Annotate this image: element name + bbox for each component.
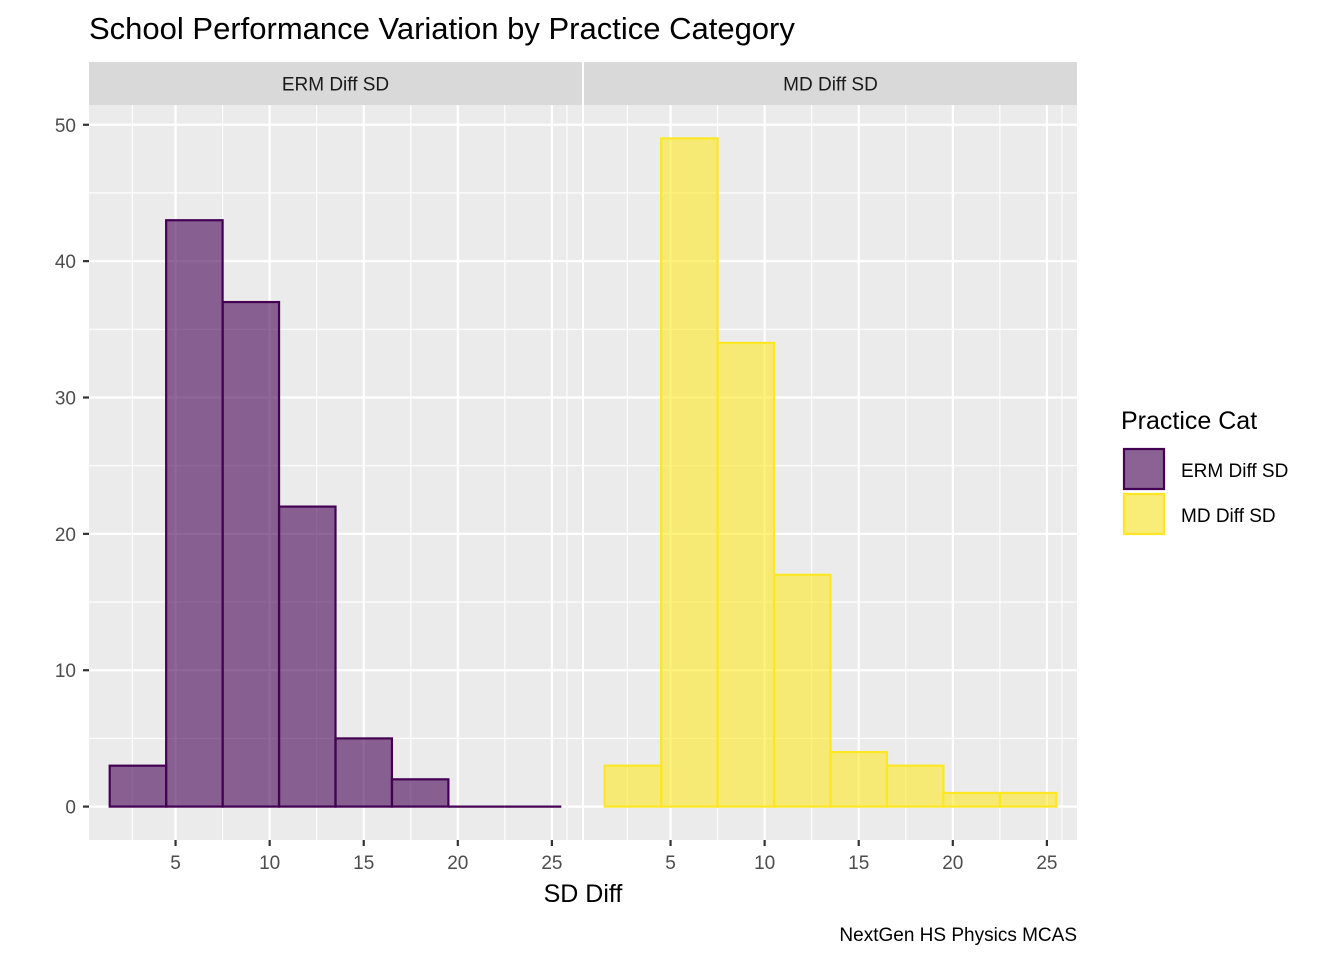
x-tick-label: 5 bbox=[170, 853, 181, 874]
facet-strip bbox=[89, 62, 582, 105]
y-tick-label: 30 bbox=[55, 389, 76, 410]
x-tick-label: 15 bbox=[848, 853, 869, 874]
x-tick-label: 20 bbox=[942, 853, 963, 874]
histogram-bar bbox=[165, 219, 224, 808]
x-tick-label: 15 bbox=[353, 853, 374, 874]
legend-title: Practice Cat bbox=[1121, 407, 1257, 435]
legend: Practice Cat ERM Diff SD MD Diff SD bbox=[1121, 407, 1288, 536]
histogram-bar bbox=[108, 764, 168, 808]
histogram-bar bbox=[660, 137, 719, 808]
histogram-bar bbox=[390, 778, 450, 808]
y-tick-label: 0 bbox=[65, 798, 76, 819]
y-tick-label: 40 bbox=[55, 252, 76, 273]
histogram-bar bbox=[221, 300, 281, 808]
facet-strip bbox=[584, 62, 1077, 105]
histogram-bar bbox=[885, 764, 945, 808]
legend-item: MD Diff SD bbox=[1122, 492, 1276, 536]
histogram-bar bbox=[829, 750, 889, 808]
x-axis-title: SD Diff bbox=[544, 880, 623, 908]
x-tick-label: 25 bbox=[1036, 853, 1057, 874]
legend-swatch bbox=[1122, 492, 1166, 536]
facet-strip-label: MD Diff SD bbox=[783, 75, 878, 96]
histogram-bar bbox=[277, 505, 337, 808]
x-tick-label: 25 bbox=[541, 853, 562, 874]
histogram-bar bbox=[942, 791, 1001, 808]
facet-strip-label: ERM Diff SD bbox=[282, 75, 389, 96]
y-tick-label: 10 bbox=[55, 661, 76, 682]
legend-label: MD Diff SD bbox=[1181, 506, 1276, 527]
x-tick-label: 10 bbox=[754, 853, 775, 874]
facet-panel: ERM Diff SD 5 10 15 20 25 0 10 20 30 40 50 bbox=[55, 62, 582, 874]
facet-panel: MD Diff SD 5 10 15 20 25 bbox=[584, 62, 1077, 874]
legend-swatch bbox=[1122, 447, 1166, 491]
histogram-bar bbox=[603, 764, 663, 808]
y-tick-label: 50 bbox=[55, 116, 76, 137]
y-tick-label: 20 bbox=[55, 525, 76, 546]
facet-panels: ERM Diff SD 5 10 15 20 25 0 10 20 30 40 50 MD Diff S… bbox=[55, 62, 1077, 874]
x-tick-label: 20 bbox=[447, 853, 468, 874]
legend-label: ERM Diff SD bbox=[1181, 461, 1288, 482]
chart-caption: NextGen HS Physics MCAS bbox=[839, 925, 1077, 946]
chart-title: School Performance Variation by Practice… bbox=[89, 11, 795, 46]
histogram-bar bbox=[998, 791, 1058, 808]
histogram-bar bbox=[716, 341, 776, 808]
histogram-bar bbox=[334, 737, 394, 808]
x-tick-label: 10 bbox=[259, 853, 280, 874]
histogram-bar bbox=[772, 573, 832, 808]
legend-item: ERM Diff SD bbox=[1122, 447, 1288, 491]
x-tick-label: 5 bbox=[665, 853, 676, 874]
